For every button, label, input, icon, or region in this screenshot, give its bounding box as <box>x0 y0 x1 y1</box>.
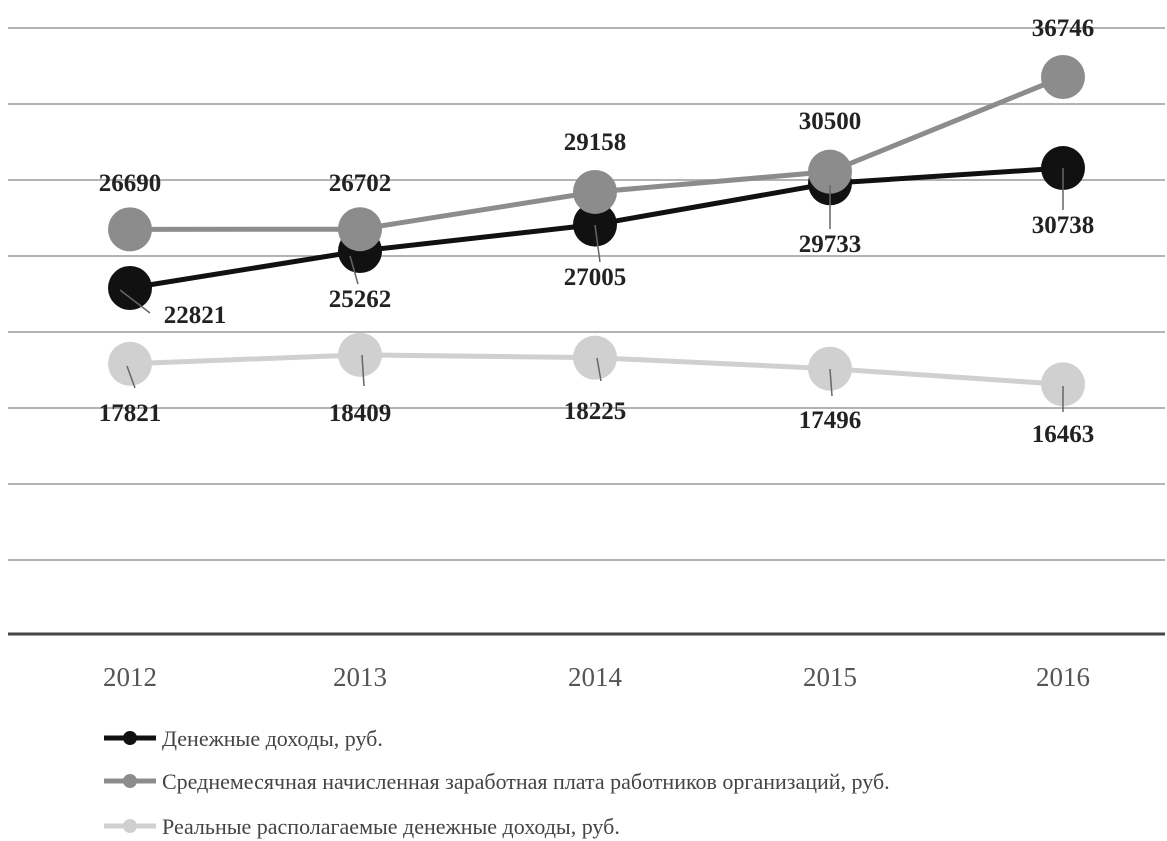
legend-item-2[interactable]: Реальные располагаемые денежные доходы, … <box>104 814 620 839</box>
series-points <box>108 55 1085 407</box>
legend-label: Реальные располагаемые денежные доходы, … <box>162 814 620 839</box>
data-point-2-1 <box>338 332 382 377</box>
data-label-2-3: 17496 <box>799 407 862 434</box>
data-label-2-0: 17821 <box>99 400 162 427</box>
x-tick-label: 2016 <box>1036 662 1090 692</box>
data-label-1-4: 36746 <box>1032 15 1095 42</box>
x-tick-label: 2014 <box>568 662 623 692</box>
data-label-0-4: 30738 <box>1032 212 1095 239</box>
x-axis: 2012 2013 2014 2015 2016 <box>103 662 1090 692</box>
data-label-0-0: 22821 <box>164 302 227 329</box>
label-leader-line <box>119 289 151 314</box>
data-label-1-0: 26690 <box>99 170 162 197</box>
data-point-1-3 <box>808 149 852 194</box>
data-point-1-0 <box>108 207 152 252</box>
data-point-1-1 <box>338 207 382 252</box>
label-leader-line <box>596 357 602 382</box>
legend-swatch-marker <box>123 731 137 745</box>
gridlines <box>8 27 1165 636</box>
legend-swatch-marker <box>123 774 137 788</box>
legend-item-1[interactable]: Среднемесячная начисленная заработная пл… <box>104 769 890 794</box>
label-leader-line <box>829 368 833 397</box>
data-label-1-2: 29158 <box>564 129 627 156</box>
legend-label: Среднемесячная начисленная заработная пл… <box>162 769 890 794</box>
data-label-2-2: 18225 <box>564 398 627 425</box>
data-labels: 22821 25262 27005 29733 30738 26690 26702 29158… <box>99 15 1095 448</box>
data-label-1-1: 26702 <box>329 170 392 197</box>
data-label-0-2: 27005 <box>564 264 627 291</box>
label-leader-line <box>361 354 365 387</box>
x-tick-label: 2012 <box>103 662 157 692</box>
legend-item-0[interactable]: Денежные доходы, руб. <box>104 726 383 751</box>
data-label-1-3: 30500 <box>799 108 862 135</box>
data-label-0-1: 25262 <box>329 286 392 313</box>
data-label-0-3: 29733 <box>799 231 862 258</box>
label-leader-line <box>349 255 359 285</box>
x-tick-label: 2013 <box>333 662 387 692</box>
legend-label: Денежные доходы, руб. <box>162 726 383 751</box>
x-tick-label: 2015 <box>803 662 857 692</box>
data-point-0-0 <box>108 266 152 310</box>
label-leader-line <box>594 224 601 263</box>
data-label-2-1: 18409 <box>329 400 392 427</box>
data-point-1-4 <box>1041 55 1085 99</box>
data-point-2-4 <box>1041 362 1085 407</box>
data-point-2-0 <box>108 341 152 386</box>
legend: Денежные доходы, руб. Среднемесячная начи… <box>104 726 890 839</box>
data-point-2-2 <box>573 335 617 380</box>
data-point-0-2 <box>573 202 617 247</box>
label-leader-line <box>126 365 136 389</box>
legend-swatch-marker <box>123 819 137 833</box>
data-label-2-4: 16463 <box>1032 421 1095 448</box>
data-point-2-3 <box>808 346 852 391</box>
data-point-1-2 <box>573 169 617 214</box>
